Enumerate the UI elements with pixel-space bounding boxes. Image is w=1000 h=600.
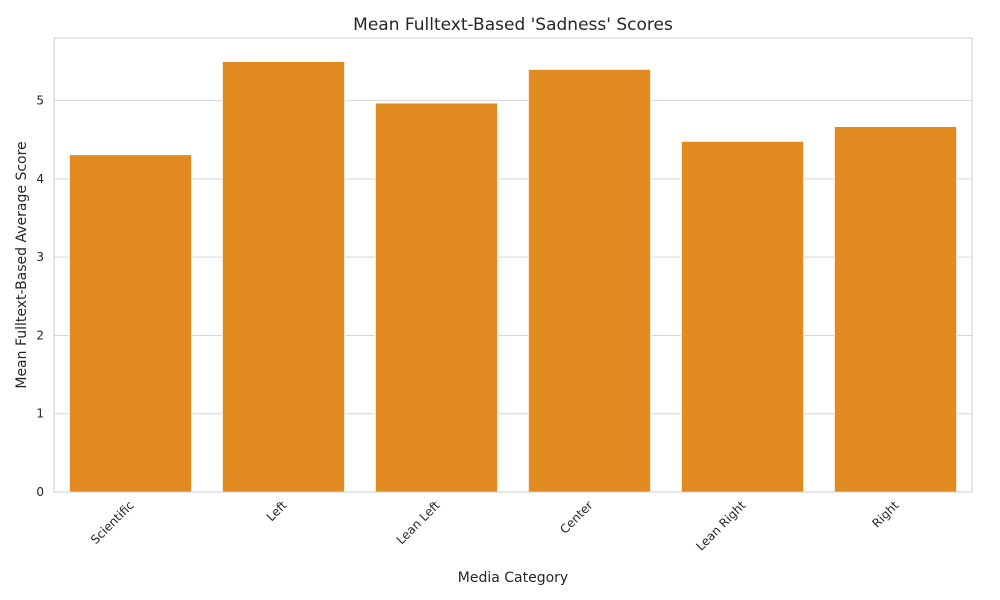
y-tick-label: 4 bbox=[36, 172, 44, 186]
x-axis-ticks: Scientific Left Lean Left Center Lean Right R… bbox=[88, 498, 902, 554]
y-tick-label: 5 bbox=[36, 94, 44, 108]
y-axis-ticks: 0 1 2 3 4 5 bbox=[36, 94, 44, 499]
bar-left bbox=[221, 60, 346, 493]
bar-lean-left bbox=[374, 102, 499, 493]
x-tick-label: Lean Left bbox=[394, 498, 443, 547]
x-tick-label: Right bbox=[869, 498, 901, 530]
y-tick-label: 0 bbox=[36, 485, 44, 499]
chart-title: Mean Fulltext-Based 'Sadness' Scores bbox=[353, 15, 673, 35]
bar-scientific bbox=[68, 154, 193, 493]
x-tick-label: Center bbox=[557, 498, 596, 537]
x-axis-label: Media Category bbox=[458, 570, 568, 586]
bars bbox=[68, 60, 958, 493]
x-tick-label: Left bbox=[264, 498, 290, 524]
bar-center bbox=[527, 68, 652, 493]
y-tick-label: 3 bbox=[36, 250, 44, 264]
y-axis-label: Mean Fulltext-Based Average Score bbox=[14, 141, 30, 388]
x-tick-label: Lean Right bbox=[693, 498, 749, 554]
bar-right bbox=[833, 125, 958, 493]
x-tick-label: Scientific bbox=[88, 498, 137, 547]
plot-frame bbox=[53, 37, 973, 493]
y-tick-label: 2 bbox=[36, 328, 44, 342]
bar-lean-right bbox=[680, 140, 805, 493]
y-tick-label: 1 bbox=[36, 407, 44, 421]
